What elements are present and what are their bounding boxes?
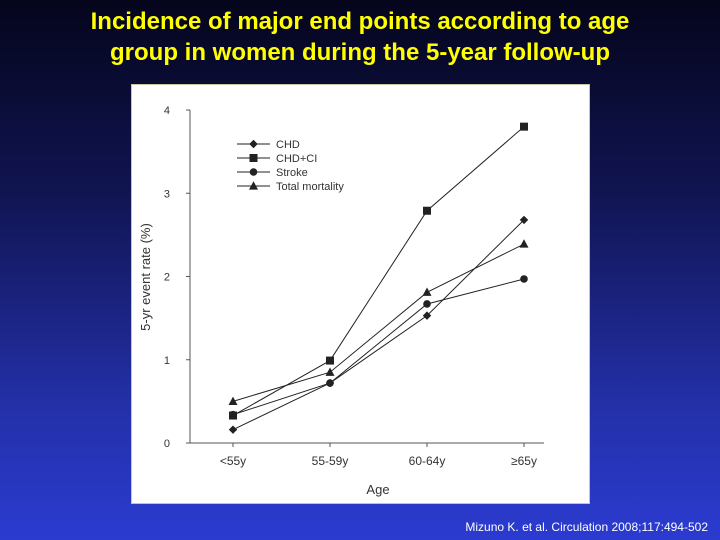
- legend-marker: [249, 154, 258, 162]
- y-tick-label: 1: [164, 355, 170, 367]
- series-line: [232, 219, 525, 431]
- data-point: [325, 367, 335, 376]
- series-line: [232, 243, 525, 402]
- x-axis-title: Age: [366, 482, 389, 497]
- slide-title: Incidence of major end points according …: [0, 6, 720, 68]
- x-tick-label: <55y: [220, 454, 246, 468]
- data-point: [326, 379, 334, 387]
- x-tick-label: ≥65y: [511, 454, 537, 468]
- data-point: [520, 275, 528, 283]
- x-tick-label: 55-59y: [312, 454, 349, 468]
- data-point: [422, 311, 432, 320]
- citation: Mizuno K. et al. Circulation 2008;117:49…: [465, 520, 708, 534]
- chart-panel: 0 1 2 3 4 <55y 55-59y 60-64y ≥65y Age 5-yr event r…: [131, 84, 590, 504]
- data-point: [326, 356, 334, 365]
- data-point: [423, 300, 431, 308]
- slide-title-line-1: Incidence of major end points according …: [90, 8, 630, 35]
- legend-label: Total mortality: [276, 181, 344, 193]
- y-tick-label: 4: [164, 105, 170, 117]
- data-point: [519, 215, 529, 225]
- legend-marker: [249, 168, 258, 176]
- data-point: [423, 206, 431, 215]
- y-tick-label: 3: [164, 188, 170, 200]
- series-line: [232, 278, 525, 416]
- data-point: [228, 396, 238, 405]
- legend-label: Stroke: [276, 167, 308, 179]
- line-chart: 0 1 2 3 4 <55y 55-59y 60-64y ≥65y Age 5-yr event r…: [138, 105, 544, 497]
- legend-marker: [249, 181, 258, 190]
- legend-label: CHD+CI: [276, 153, 317, 165]
- data-point: [422, 287, 432, 296]
- y-axis-title: 5-yr event rate (%): [138, 223, 153, 331]
- data-point: [228, 425, 238, 434]
- data-point: [229, 410, 237, 419]
- slide-title-line-2: group in women during the 5-year follow-…: [110, 39, 610, 66]
- legend-label: CHD: [276, 139, 300, 151]
- series-line: [232, 126, 525, 416]
- x-tick-label: 60-64y: [409, 454, 446, 468]
- data-point: [520, 122, 528, 131]
- y-tick-label: 0: [164, 438, 170, 450]
- data-point: [519, 239, 529, 248]
- legend-marker: [249, 139, 258, 149]
- y-tick-label: 2: [164, 272, 170, 284]
